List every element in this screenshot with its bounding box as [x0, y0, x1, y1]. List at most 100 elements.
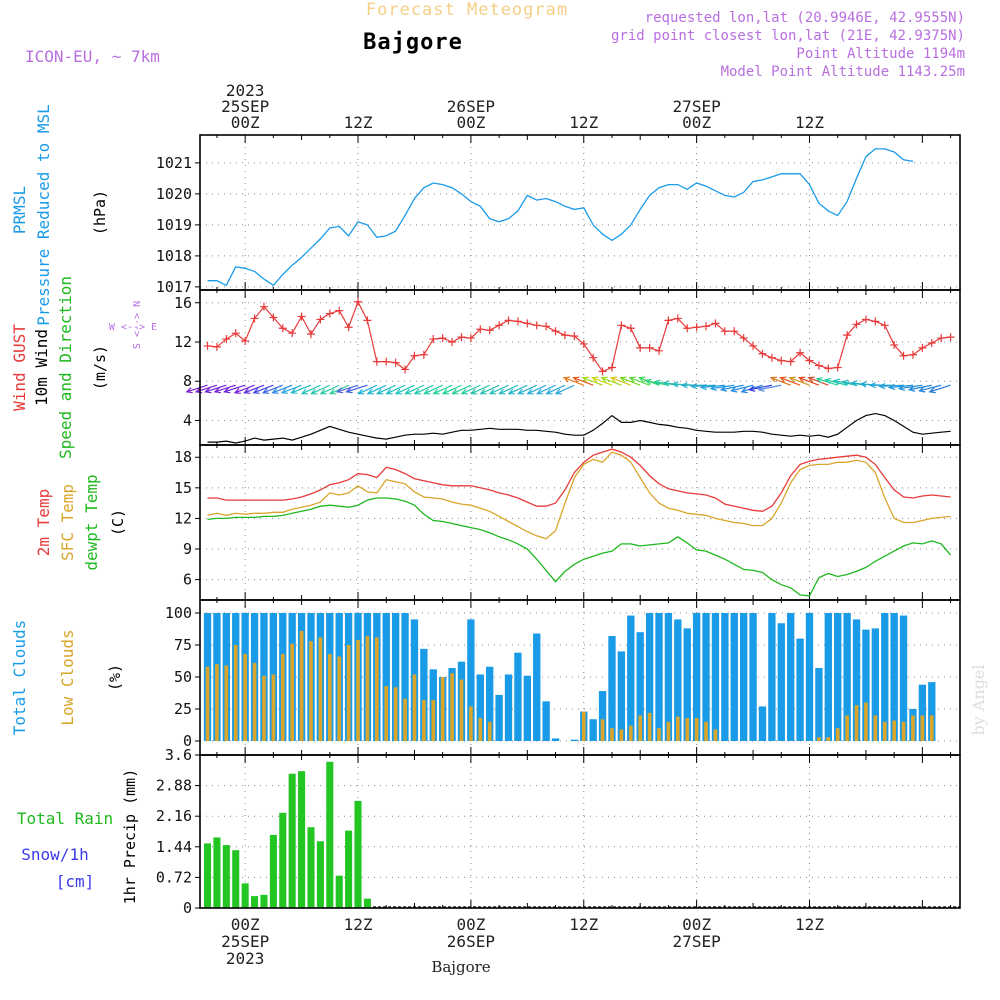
low-cloud-bar	[440, 677, 445, 741]
rain-bar	[260, 894, 268, 908]
wind-arrow	[366, 384, 387, 395]
total-cloud-bar	[589, 719, 597, 741]
wind-arrow	[261, 384, 283, 394]
low-cloud-bar	[911, 715, 915, 741]
wind-series-label: Wind GUST	[10, 324, 29, 411]
gust-marker	[636, 343, 645, 352]
gust-marker	[786, 357, 795, 366]
total-cloud-bar	[514, 652, 522, 741]
gust-marker	[805, 356, 814, 365]
compass-icon: S <--> NW <--> E	[109, 301, 157, 349]
rain-bar	[354, 800, 362, 908]
gust-marker	[843, 331, 852, 340]
total-cloud-bar	[636, 632, 644, 741]
total-cloud-bar	[805, 613, 814, 741]
gust-marker	[918, 343, 927, 352]
low-cloud-bar	[892, 720, 896, 741]
gust-marker	[363, 316, 372, 325]
wind-arrow	[204, 384, 227, 394]
wind-arrow	[252, 384, 274, 394]
rain-bar	[203, 843, 212, 908]
gust-marker	[730, 327, 739, 336]
wind-arrow	[788, 376, 810, 386]
rain-bar	[269, 834, 277, 908]
y-tick-label: 9	[183, 540, 192, 558]
low-cloud-bar	[337, 656, 342, 741]
y-tick-label: 6	[183, 571, 192, 589]
gust-marker	[908, 350, 917, 359]
gust-marker	[890, 340, 899, 349]
total-cloud-bar	[382, 613, 390, 741]
total-cloud-bar	[918, 684, 927, 741]
low-cloud-bar	[280, 653, 285, 741]
y-tick-label: 100	[165, 604, 192, 622]
total-cloud-bar	[834, 613, 842, 741]
low-cloud-bar	[356, 639, 360, 741]
point-altitude: Point Altitude 1194m	[796, 46, 965, 62]
low-cloud-bar	[262, 675, 266, 741]
precip-panel: 0 0.72 1.44 2.16 2.88 3.6	[156, 746, 960, 917]
wind-arrow	[479, 384, 500, 395]
wind-arrow	[729, 384, 754, 393]
top-time-label: 25SEP	[221, 97, 269, 116]
low-cloud-bar	[365, 636, 370, 741]
low-cloud-bar	[826, 737, 831, 741]
header: Forecast Meteogram Bajgore ICON-EU, ~ 7k…	[25, 0, 988, 976]
wind-arrow	[376, 384, 396, 395]
y-tick-label: 12	[174, 333, 192, 351]
wind-arrow	[385, 384, 406, 395]
requested-coords: requested lon,lat (20.9946E, 42.9555N)	[645, 10, 965, 26]
wind-arrow	[918, 384, 942, 393]
y-tick-label: 2.16	[156, 807, 192, 825]
location-title: Bajgore	[363, 30, 463, 55]
clouds-series-label: Low Clouds	[58, 629, 77, 725]
low-cloud-bar	[252, 662, 257, 741]
total-cloud-bar	[570, 739, 579, 741]
wind-arrow	[572, 376, 594, 386]
low-cloud-bar	[224, 665, 229, 741]
wind-arrow	[581, 376, 603, 386]
low-cloud-bar	[469, 706, 473, 741]
low-cloud-bar	[243, 653, 247, 741]
total-cloud-bar	[617, 651, 626, 741]
pressure-labels: PRMSL Pressure Reduced to MSL (hPa)	[10, 104, 109, 326]
total-cloud-bar	[467, 619, 475, 741]
rain-bar	[298, 771, 306, 908]
low-cloud-bar	[685, 717, 690, 741]
watermark: by Angel	[969, 664, 988, 735]
total-cloud-bar	[674, 619, 682, 741]
wind-frame	[199, 289, 961, 446]
total-cloud-bar	[523, 675, 531, 741]
wind-arrow	[223, 384, 246, 394]
low-cloud-bar	[233, 645, 238, 741]
low-cloud-bar	[412, 674, 417, 741]
low-cloud-bar	[581, 711, 586, 741]
low-cloud-bar	[374, 637, 379, 741]
wind-arrow	[591, 376, 613, 386]
total-cloud-bar	[664, 613, 673, 741]
total-cloud-bar	[692, 613, 701, 741]
total-cloud-bar	[899, 615, 908, 741]
chart-title: Forecast Meteogram	[366, 0, 568, 20]
gust-marker	[692, 323, 701, 332]
y-tick-label: 4	[183, 411, 192, 429]
total-cloud-bar	[739, 613, 748, 741]
gust-marker	[203, 341, 212, 350]
gust-marker	[551, 327, 560, 336]
wind-arrow	[243, 384, 265, 394]
rain-bar	[213, 837, 221, 908]
total-cloud-bar	[486, 666, 494, 741]
y-tick-label: 25	[174, 700, 192, 718]
total-cloud-bar	[551, 738, 560, 741]
svg-text:W <--> E: W <--> E	[109, 322, 157, 333]
low-cloud-bar	[882, 721, 887, 741]
wind-arrow	[271, 384, 293, 394]
gust-marker	[212, 342, 221, 351]
low-cloud-bar	[422, 700, 426, 741]
low-cloud-bar	[271, 674, 276, 741]
bottom-time-label: 00Z	[231, 915, 260, 934]
low-cloud-bar	[327, 653, 332, 741]
top-time-label: 2023	[226, 81, 265, 100]
wind-arrow	[517, 384, 537, 395]
y-tick-label: 12	[174, 509, 192, 527]
